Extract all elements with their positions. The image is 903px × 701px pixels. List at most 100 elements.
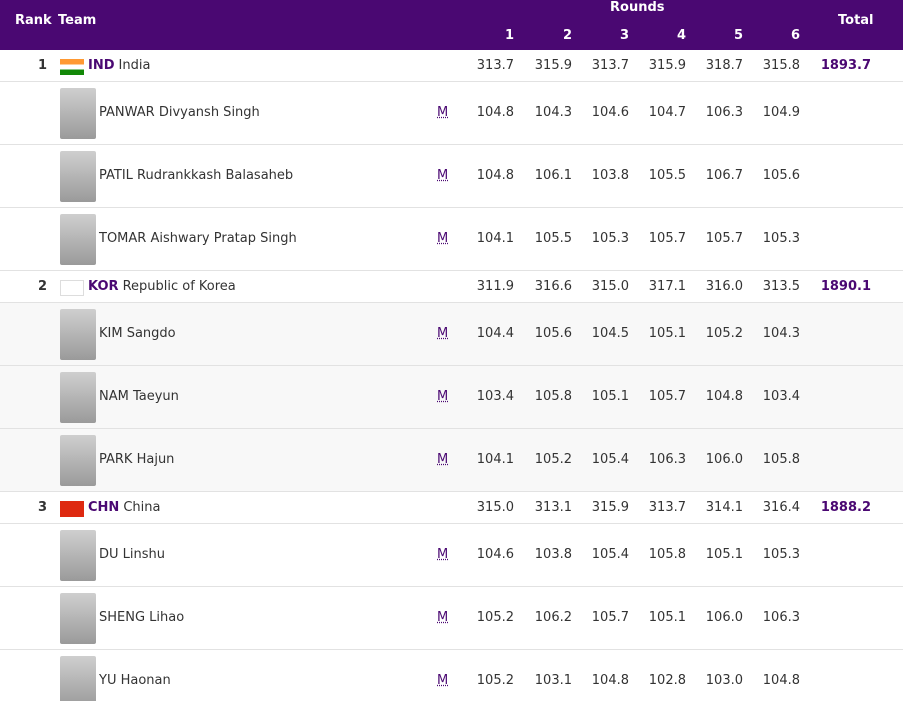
rounds-header: Rounds: [610, 0, 665, 15]
round-number: 1: [504, 28, 514, 43]
athlete-score: 105.8: [648, 547, 686, 562]
total-header: Total: [838, 13, 874, 28]
athlete-score: 104.1: [476, 452, 514, 467]
rank-header: Rank: [15, 13, 52, 28]
athlete-score: 103.8: [591, 168, 629, 183]
athlete-score: 104.4: [476, 326, 514, 341]
team-code: CHN: [88, 500, 120, 515]
athlete-score: 105.8: [534, 389, 572, 404]
athlete-score: 104.8: [476, 168, 514, 183]
athlete-score: 103.4: [476, 389, 514, 404]
athlete-gender: M: [437, 231, 449, 246]
athlete-name: NAM Taeyun: [99, 389, 179, 404]
athlete-score: 105.2: [476, 673, 514, 688]
team-row: 1 IND India 313.7 315.9 313.7 315.9 318.7 315.8 1…: [0, 50, 903, 82]
athlete-score: 103.8: [534, 547, 572, 562]
athlete-score: 105.3: [762, 547, 800, 562]
athlete-name: SHENG Lihao: [99, 610, 185, 625]
athlete-score: 104.1: [476, 231, 514, 246]
round-number: 5: [733, 28, 743, 43]
round-score: 314.1: [705, 500, 743, 515]
athlete-score: 104.3: [534, 105, 572, 120]
round-score: 315.9: [648, 58, 686, 73]
athlete-score: 106.3: [648, 452, 686, 467]
round-score: 316.6: [534, 279, 572, 294]
team-name: China: [123, 500, 161, 515]
athlete-score: 104.9: [762, 105, 800, 120]
round-number: 3: [619, 28, 629, 43]
athlete-photo: [60, 214, 96, 265]
athlete-score: 106.0: [705, 610, 743, 625]
round-score: 313.7: [591, 58, 629, 73]
athlete-row: NAM Taeyun M 103.4 105.8 105.1 105.7 104.8 103.…: [0, 366, 903, 429]
athlete-score: 105.7: [648, 231, 686, 246]
flag: [60, 59, 84, 75]
athlete-score: 104.5: [591, 326, 629, 341]
athlete-score: 105.2: [705, 326, 743, 341]
athlete-gender: M: [437, 389, 449, 404]
athlete-score: 105.2: [534, 452, 572, 467]
athlete-score: 105.7: [648, 389, 686, 404]
athlete-score: 105.2: [476, 610, 514, 625]
athlete-name: PANWAR Divyansh Singh: [99, 105, 260, 120]
athlete-score: 103.1: [534, 673, 572, 688]
flag: [60, 501, 84, 517]
athlete-score: 106.3: [762, 610, 800, 625]
round-score: 315.9: [534, 58, 572, 73]
athlete-name: YU Haonan: [99, 673, 171, 688]
athlete-score: 105.1: [591, 389, 629, 404]
athlete-score: 106.0: [705, 452, 743, 467]
athlete-gender: M: [437, 610, 449, 625]
team-code: IND: [88, 58, 115, 73]
athlete-name: KIM Sangdo: [99, 326, 176, 341]
team-label: KOR Republic of Korea: [88, 279, 236, 294]
round-score: 313.5: [762, 279, 800, 294]
athlete-photo: [60, 151, 96, 202]
team-header: Team: [58, 13, 97, 28]
round-score: 315.9: [591, 500, 629, 515]
athlete-row: DU Linshu M 104.6 103.8 105.4 105.8 105.1 105.3: [0, 524, 903, 587]
team-rank: 1: [38, 58, 48, 73]
athlete-row: PATIL Rudrankkash Balasaheb M 104.8 106.1 10…: [0, 145, 903, 208]
athlete-photo: [60, 435, 96, 486]
round-score: 316.0: [705, 279, 743, 294]
athlete-photo: [60, 593, 96, 644]
round-score: 316.4: [762, 500, 800, 515]
round-score: 315.0: [591, 279, 629, 294]
athlete-score: 105.5: [534, 231, 572, 246]
round-number: 4: [676, 28, 686, 43]
athlete-score: 105.6: [762, 168, 800, 183]
athlete-photo: [60, 372, 96, 423]
round-score: 311.9: [476, 279, 514, 294]
round-score: 318.7: [705, 58, 743, 73]
athlete-score: 105.7: [591, 610, 629, 625]
team-row: 3 CHN China 315.0 313.1 315.9 313.7 314.1 316.4 1…: [0, 492, 903, 524]
athlete-score: 104.3: [762, 326, 800, 341]
athlete-score: 106.1: [534, 168, 572, 183]
athlete-score: 102.8: [648, 673, 686, 688]
team-rank: 3: [38, 500, 48, 515]
athlete-score: 105.1: [705, 547, 743, 562]
athlete-score: 105.1: [648, 610, 686, 625]
athlete-gender: M: [437, 326, 449, 341]
flag: [60, 280, 84, 296]
athlete-score: 105.6: [534, 326, 572, 341]
athlete-photo: [60, 530, 96, 581]
team-row: 2 KOR Republic of Korea 311.9 316.6 315.0 317.…: [0, 271, 903, 303]
table-header: Rank Team Rounds Total 1 2 3 4 5 6: [0, 0, 903, 50]
athlete-score: 105.8: [762, 452, 800, 467]
athlete-score: 105.3: [591, 231, 629, 246]
athlete-score: 103.4: [762, 389, 800, 404]
athlete-score: 105.4: [591, 452, 629, 467]
athlete-score: 104.7: [648, 105, 686, 120]
athlete-row: PANWAR Divyansh Singh M 104.8 104.3 104.6 104…: [0, 82, 903, 145]
athlete-gender: M: [437, 452, 449, 467]
athlete-score: 104.6: [591, 105, 629, 120]
athlete-photo: [60, 309, 96, 360]
athlete-score: 105.1: [648, 326, 686, 341]
athlete-name: TOMAR Aishwary Pratap Singh: [99, 231, 297, 246]
athlete-name: PARK Hajun: [99, 452, 175, 467]
team-total: 1893.7: [820, 58, 871, 73]
athlete-score: 104.6: [476, 547, 514, 562]
